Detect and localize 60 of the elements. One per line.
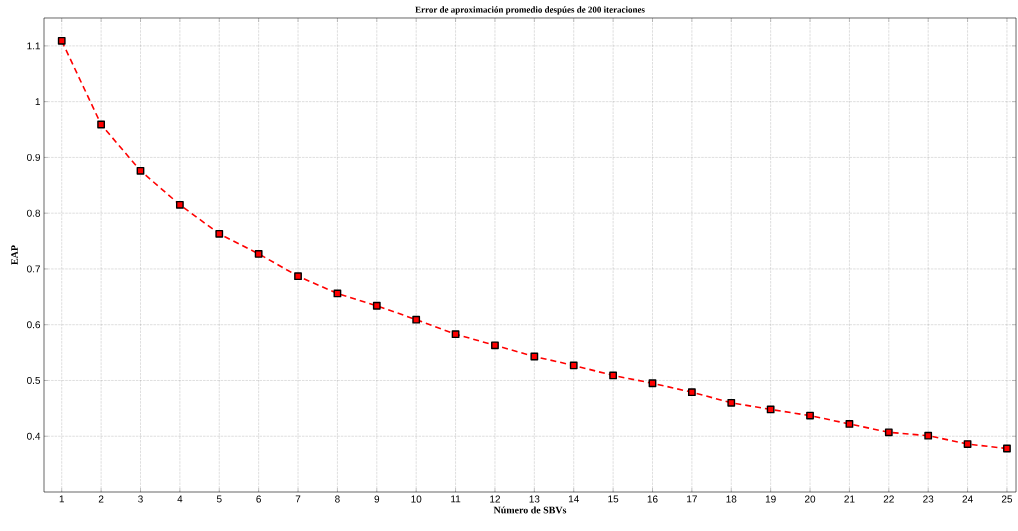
point bbox=[412, 315, 421, 324]
x-axis-title: Número de SBVs bbox=[493, 506, 567, 514]
x-tick-label: 17 bbox=[687, 495, 697, 503]
x-tick-label: 16 bbox=[647, 495, 658, 503]
x-tick-label: 21 bbox=[844, 495, 855, 503]
x-tick-label: 25 bbox=[1001, 495, 1013, 503]
x-tick-label: 9 bbox=[374, 495, 380, 503]
point bbox=[175, 200, 184, 209]
point bbox=[884, 428, 893, 437]
x-tick-label: 19 bbox=[765, 495, 776, 503]
x-tick-label: 8 bbox=[335, 495, 340, 503]
point bbox=[845, 420, 854, 428]
x-tick-label: 14 bbox=[568, 495, 579, 503]
y-tick-label: 0.5 bbox=[27, 376, 41, 384]
x-tick-label: 10 bbox=[411, 495, 422, 503]
x-tick-label: 13 bbox=[529, 495, 540, 503]
x-tick-label: 20 bbox=[804, 495, 816, 503]
x-tick-label: 7 bbox=[295, 495, 301, 503]
x-tick-label: 23 bbox=[923, 495, 934, 503]
x-tick-label: 2 bbox=[98, 495, 104, 503]
point bbox=[215, 229, 224, 238]
point bbox=[687, 388, 696, 397]
x-tick-label: 11 bbox=[451, 495, 461, 503]
x-tick-label: 3 bbox=[138, 495, 143, 503]
y-tick-label: 0.9 bbox=[27, 153, 41, 161]
point bbox=[294, 272, 302, 281]
point bbox=[648, 379, 657, 388]
x-tick-label: 22 bbox=[883, 495, 894, 503]
x-tick-label: 6 bbox=[256, 495, 261, 503]
y-tick-label: 0.4 bbox=[27, 432, 41, 440]
y-tick-label: 1.1 bbox=[27, 42, 40, 50]
point bbox=[727, 398, 736, 407]
y-tick-label: 1 bbox=[35, 98, 40, 106]
y-tick-label: 0.8 bbox=[27, 209, 41, 217]
x-tick-label: 12 bbox=[490, 495, 500, 503]
point bbox=[136, 166, 145, 175]
x-tick-label: 18 bbox=[726, 495, 737, 503]
x-tick-label: 4 bbox=[177, 495, 183, 503]
point bbox=[451, 330, 460, 339]
y-axis-title: EAP bbox=[11, 245, 18, 265]
chart-title: Error de aproximación promedio despúes de 200 iteraciones bbox=[415, 6, 645, 15]
point bbox=[963, 440, 972, 448]
point bbox=[766, 405, 775, 414]
point bbox=[372, 301, 381, 310]
point bbox=[97, 120, 106, 129]
point bbox=[569, 361, 578, 370]
x-tick-label: 5 bbox=[216, 495, 222, 503]
y-tick-label: 0.6 bbox=[27, 321, 41, 329]
point bbox=[1003, 444, 1011, 453]
point bbox=[924, 431, 933, 440]
y-tick-label: 0.7 bbox=[27, 265, 40, 273]
point bbox=[609, 371, 618, 380]
x-tick-label: 15 bbox=[608, 495, 619, 503]
point bbox=[491, 341, 499, 350]
point bbox=[530, 352, 539, 361]
point bbox=[254, 249, 263, 258]
x-tick-label: 1 bbox=[59, 495, 65, 503]
x-tick-label: 24 bbox=[962, 495, 973, 503]
point bbox=[57, 36, 66, 45]
point bbox=[806, 411, 814, 420]
